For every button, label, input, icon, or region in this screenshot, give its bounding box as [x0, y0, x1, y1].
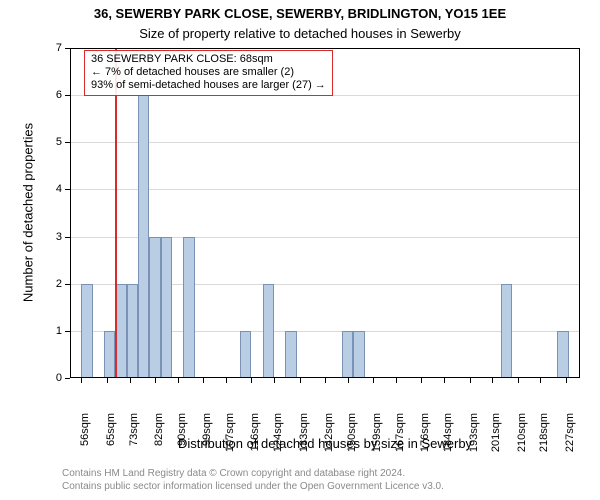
xtick-mark [470, 378, 471, 383]
xtick-mark [155, 378, 156, 383]
xtick-label: 133sqm [298, 413, 310, 463]
xtick-label: 218sqm [538, 413, 550, 463]
chart-subtitle: Size of property relative to detached ho… [0, 26, 600, 41]
xtick-mark [540, 378, 541, 383]
xtick-mark [348, 378, 349, 383]
xtick-label: 201sqm [490, 413, 502, 463]
xtick-label: 184sqm [442, 413, 454, 463]
xtick-mark [300, 378, 301, 383]
ytick-mark [65, 237, 70, 238]
xtick-label: 116sqm [249, 413, 261, 463]
annotation-line-2: ← 7% of detached houses are smaller (2) [91, 66, 326, 79]
histogram-bar [557, 331, 568, 378]
histogram-bar [501, 284, 512, 378]
ytick-label: 6 [46, 89, 62, 101]
ytick-label: 2 [46, 278, 62, 290]
y-axis-label: Number of detached properties [21, 48, 36, 378]
xtick-mark [81, 378, 82, 383]
annotation-box: 36 SEWERBY PARK CLOSE: 68sqm ← 7% of det… [84, 50, 333, 96]
plot-area [70, 48, 580, 378]
xtick-label: 65sqm [105, 413, 117, 463]
xtick-mark [396, 378, 397, 383]
histogram-bar [285, 331, 296, 378]
histogram-bar [81, 284, 92, 378]
histogram-bar [127, 284, 138, 378]
chart-title: 36, SEWERBY PARK CLOSE, SEWERBY, BRIDLIN… [0, 6, 600, 21]
histogram-bar [149, 237, 160, 378]
property-marker-line [115, 48, 117, 378]
ytick-mark [65, 331, 70, 332]
ytick-label: 1 [46, 325, 62, 337]
ytick-label: 7 [46, 42, 62, 54]
ytick-mark [65, 95, 70, 96]
ytick-label: 4 [46, 183, 62, 195]
ytick-mark [65, 48, 70, 49]
xtick-label: 159sqm [371, 413, 383, 463]
footer-line-2: Contains public sector information licen… [62, 481, 444, 494]
xtick-mark [178, 378, 179, 383]
xtick-label: 227sqm [564, 413, 576, 463]
xtick-label: 73sqm [128, 413, 140, 463]
histogram-bar [183, 237, 194, 378]
ytick-mark [65, 284, 70, 285]
ytick-label: 0 [46, 372, 62, 384]
histogram-bar [342, 331, 353, 378]
xtick-mark [226, 378, 227, 383]
ytick-label: 5 [46, 136, 62, 148]
xtick-mark [492, 378, 493, 383]
xtick-mark [325, 378, 326, 383]
ytick-mark [65, 378, 70, 379]
footer-line-1: Contains HM Land Registry data © Crown c… [62, 468, 444, 481]
annotation-line-3: 93% of semi-detached houses are larger (… [91, 79, 326, 92]
ytick-mark [65, 142, 70, 143]
footer-attribution: Contains HM Land Registry data © Crown c… [62, 468, 444, 493]
annotation-line-1: 36 SEWERBY PARK CLOSE: 68sqm [91, 53, 326, 66]
xtick-mark [130, 378, 131, 383]
histogram-bar [161, 237, 172, 378]
xtick-mark [107, 378, 108, 383]
xtick-label: 90sqm [176, 413, 188, 463]
histogram-bar [138, 95, 149, 378]
xtick-label: 124sqm [272, 413, 284, 463]
xtick-mark [203, 378, 204, 383]
xtick-label: 56sqm [79, 413, 91, 463]
xtick-label: 167sqm [394, 413, 406, 463]
xtick-label: 150sqm [346, 413, 358, 463]
ytick-mark [65, 189, 70, 190]
xtick-label: 82sqm [153, 413, 165, 463]
xtick-mark [566, 378, 567, 383]
xtick-label: 176sqm [419, 413, 431, 463]
ytick-label: 3 [46, 231, 62, 243]
xtick-mark [251, 378, 252, 383]
xtick-label: 99sqm [201, 413, 213, 463]
histogram-bar [240, 331, 251, 378]
xtick-mark [444, 378, 445, 383]
histogram-bar [353, 331, 364, 378]
xtick-mark [373, 378, 374, 383]
xtick-label: 193sqm [468, 413, 480, 463]
xtick-label: 142sqm [323, 413, 335, 463]
xtick-mark [421, 378, 422, 383]
xtick-mark [274, 378, 275, 383]
histogram-bar [104, 331, 115, 378]
histogram-bar [263, 284, 274, 378]
xtick-label: 107sqm [224, 413, 236, 463]
xtick-label: 210sqm [516, 413, 528, 463]
xtick-mark [518, 378, 519, 383]
